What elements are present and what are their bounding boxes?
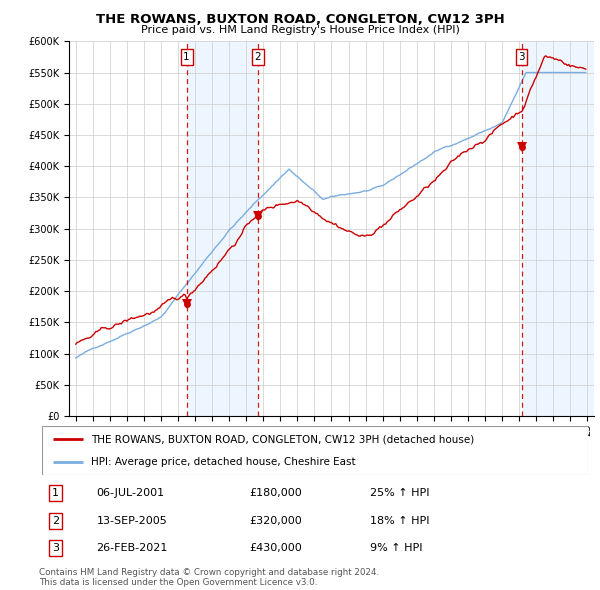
Text: 3: 3 xyxy=(52,543,59,553)
Text: £320,000: £320,000 xyxy=(250,516,302,526)
Text: 13-SEP-2005: 13-SEP-2005 xyxy=(97,516,167,526)
Bar xyxy=(187,41,257,416)
Text: 26-FEB-2021: 26-FEB-2021 xyxy=(97,543,168,553)
FancyBboxPatch shape xyxy=(42,426,588,475)
Text: 1: 1 xyxy=(184,52,190,62)
Text: 18% ↑ HPI: 18% ↑ HPI xyxy=(370,516,429,526)
Text: 3: 3 xyxy=(518,52,525,62)
Text: 06-JUL-2001: 06-JUL-2001 xyxy=(97,489,165,499)
Text: THE ROWANS, BUXTON ROAD, CONGLETON, CW12 3PH (detached house): THE ROWANS, BUXTON ROAD, CONGLETON, CW12… xyxy=(91,434,475,444)
Text: 2: 2 xyxy=(52,516,59,526)
Text: HPI: Average price, detached house, Cheshire East: HPI: Average price, detached house, Ches… xyxy=(91,457,356,467)
Bar xyxy=(521,41,594,416)
Text: 25% ↑ HPI: 25% ↑ HPI xyxy=(370,489,429,499)
Text: 9% ↑ HPI: 9% ↑ HPI xyxy=(370,543,422,553)
Text: Price paid vs. HM Land Registry's House Price Index (HPI): Price paid vs. HM Land Registry's House … xyxy=(140,25,460,35)
Text: £180,000: £180,000 xyxy=(250,489,302,499)
Text: Contains HM Land Registry data © Crown copyright and database right 2024.
This d: Contains HM Land Registry data © Crown c… xyxy=(39,568,379,587)
Text: 1: 1 xyxy=(52,489,59,499)
Text: THE ROWANS, BUXTON ROAD, CONGLETON, CW12 3PH: THE ROWANS, BUXTON ROAD, CONGLETON, CW12… xyxy=(95,13,505,26)
Text: £430,000: £430,000 xyxy=(250,543,302,553)
Text: 2: 2 xyxy=(254,52,261,62)
